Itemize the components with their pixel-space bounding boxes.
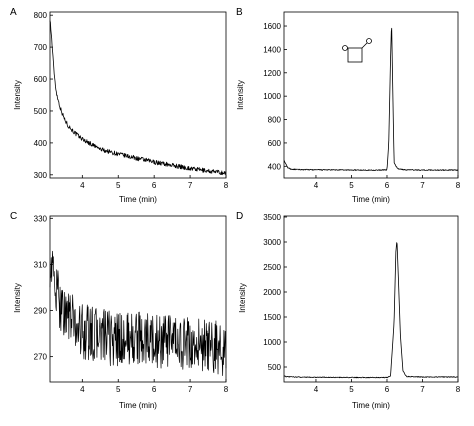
y-tick-label: 600 xyxy=(34,75,48,84)
x-tick-label: 4 xyxy=(80,385,85,394)
panel-c-trace xyxy=(49,250,227,376)
x-tick-label: 5 xyxy=(116,181,121,190)
y-tick-label: 310 xyxy=(34,260,48,269)
panel-b-y-axis: 400 600 800 1000 1200 1400 1600 xyxy=(263,22,287,171)
y-tick-label: 500 xyxy=(34,107,48,116)
x-tick-label: 4 xyxy=(314,385,319,394)
y-tick-label: 3000 xyxy=(263,238,281,247)
panel-a-x-axis-label: Time (min) xyxy=(119,195,157,204)
panel-b-plot-frame xyxy=(283,11,459,179)
panel-b-x-axis: 4 5 6 7 8 xyxy=(314,175,461,190)
y-tick-label: 700 xyxy=(34,43,48,52)
x-tick-label: 4 xyxy=(80,181,85,190)
x-tick-label: 8 xyxy=(224,385,229,394)
panel-d-plot-frame xyxy=(283,215,459,383)
panel-b-y-axis-label: Intensity xyxy=(236,80,245,110)
y-tick-label: 2000 xyxy=(263,288,281,297)
x-tick-label: 6 xyxy=(385,181,390,190)
panel-a-x-axis: 4 5 6 7 8 xyxy=(80,175,229,190)
y-tick-label: 300 xyxy=(34,171,48,180)
panel-c: C Intensity 4 5 6 7 8 270 290 310 330 Time (min… xyxy=(10,211,229,410)
y-tick-label: 400 xyxy=(34,139,48,148)
panel-d-y-axis-label: Intensity xyxy=(238,283,247,313)
y-tick-label: 500 xyxy=(268,363,282,372)
x-tick-label: 5 xyxy=(349,385,354,394)
panel-c-x-axis-label: Time (min) xyxy=(119,401,157,410)
panel-b: B Intensity 4 5 6 7 8 400 600 800 1000 1200 1400 1… xyxy=(236,7,461,204)
panel-d-y-axis: 500 1000 1500 2000 2500 3000 3500 xyxy=(263,213,287,372)
y-tick-label: 270 xyxy=(34,353,48,362)
panel-a: A Intensity 4 5 6 7 8 300 400 500 600 700 800 Tim… xyxy=(10,7,229,204)
y-tick-label: 290 xyxy=(34,307,48,316)
chromatogram-line xyxy=(283,27,459,171)
panel-c-y-axis-label: Intensity xyxy=(13,283,22,313)
x-tick-label: 7 xyxy=(188,181,193,190)
x-tick-label: 5 xyxy=(116,385,121,394)
y-tick-label: 600 xyxy=(268,139,282,148)
panel-letter-b: B xyxy=(236,7,243,18)
panel-letter-a: A xyxy=(10,7,17,18)
x-tick-label: 8 xyxy=(456,181,461,190)
x-tick-label: 7 xyxy=(420,181,425,190)
panel-letter-d: D xyxy=(236,211,243,222)
panel-b-x-axis-label: Time (min) xyxy=(352,195,390,204)
chromatogram-line xyxy=(49,250,227,376)
x-tick-label: 5 xyxy=(349,181,354,190)
y-tick-label: 1600 xyxy=(263,22,281,31)
y-tick-label: 1400 xyxy=(263,45,281,54)
x-tick-label: 6 xyxy=(152,385,157,394)
y-tick-label: 400 xyxy=(268,162,282,171)
y-tick-label: 3500 xyxy=(263,213,281,222)
y-tick-label: 800 xyxy=(268,116,282,125)
x-tick-label: 6 xyxy=(152,181,157,190)
figure-caption xyxy=(20,417,470,426)
panel-d-trace xyxy=(283,242,459,379)
y-tick-label: 1200 xyxy=(263,69,281,78)
x-tick-label: 8 xyxy=(456,385,461,394)
panel-c-x-axis: 4 5 6 7 8 xyxy=(80,379,229,394)
y-tick-label: 1000 xyxy=(263,92,281,101)
y-tick-label: 1000 xyxy=(263,338,281,347)
panel-b-trace xyxy=(283,27,459,171)
panel-d-x-axis-label: Time (min) xyxy=(352,401,390,410)
panel-letter-c: C xyxy=(10,211,17,222)
y-tick-label: 330 xyxy=(34,214,48,223)
y-tick-label: 1500 xyxy=(263,313,281,322)
panel-d-x-axis: 4 5 6 7 8 xyxy=(314,379,461,394)
y-tick-label: 800 xyxy=(34,11,48,20)
x-tick-label: 7 xyxy=(188,385,193,394)
panel-a-plot-frame xyxy=(49,11,227,179)
x-tick-label: 6 xyxy=(385,385,390,394)
beta-propiolactone-structure xyxy=(342,38,372,63)
x-tick-label: 7 xyxy=(420,385,425,394)
x-tick-label: 4 xyxy=(314,181,319,190)
y-tick-label: 2500 xyxy=(263,263,281,272)
panel-a-y-axis-label: Intensity xyxy=(13,80,22,110)
panel-c-plot-frame xyxy=(49,215,227,383)
x-tick-label: 8 xyxy=(224,181,229,190)
panel-a-trace xyxy=(49,20,227,176)
chromatogram-line xyxy=(283,242,459,379)
panel-c-y-axis: 270 290 310 330 xyxy=(34,214,53,362)
chromatogram-line xyxy=(49,20,227,176)
panel-d: D Intensity 4 5 6 7 8 500 1000 1500 2000 2500 300… xyxy=(236,211,461,410)
